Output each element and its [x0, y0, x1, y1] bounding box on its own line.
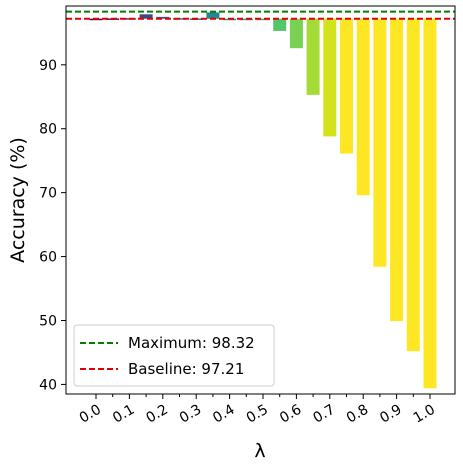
- x-axis-ticks: 0.0 0.1 0.2 0.3 0.4 0.5 0.6 0.7 0.8 0.9 1.0: [77, 394, 438, 427]
- y-tick-label: 50: [39, 313, 57, 329]
- legend-maximum-label: Maximum: 98.32: [128, 334, 255, 352]
- bar: [390, 18, 404, 322]
- y-tick-label: 70: [39, 186, 57, 202]
- bar: [356, 18, 370, 196]
- bar: [306, 18, 320, 95]
- x-tick-label: 0.8: [344, 402, 371, 427]
- bar: [423, 18, 437, 389]
- bar: [406, 18, 420, 352]
- x-tick-label: 0.6: [277, 402, 304, 427]
- x-tick-label: 1.0: [411, 402, 438, 427]
- y-tick-label: 60: [39, 250, 57, 266]
- x-axis-title: λ: [254, 440, 265, 462]
- x-tick-label: 0.5: [244, 402, 271, 427]
- bar: [139, 14, 153, 19]
- bar: [256, 18, 270, 21]
- bars-group: [89, 12, 437, 389]
- bar: [156, 16, 170, 19]
- reference-lines: [66, 10, 455, 20]
- y-axis-ticks: 40 50 60 70 80 90: [39, 58, 66, 393]
- legend: Maximum: 98.32 Baseline: 97.21: [73, 324, 275, 387]
- legend-box: [73, 324, 275, 387]
- x-tick-label: 0.0: [77, 402, 104, 427]
- x-tick-label: 0.1: [110, 402, 137, 427]
- x-tick-label: 0.3: [177, 402, 204, 427]
- bar: [323, 18, 337, 137]
- bar: [373, 18, 387, 267]
- bar: [273, 18, 287, 31]
- x-tick-label: 0.7: [311, 402, 338, 427]
- y-tick-label: 80: [39, 122, 57, 138]
- legend-baseline-label: Baseline: 97.21: [128, 360, 244, 378]
- y-axis-title: Accuracy (%): [7, 137, 29, 263]
- y-tick-label: 40: [39, 377, 57, 393]
- x-tick-label: 0.2: [144, 402, 171, 427]
- x-tick-label: 0.9: [377, 402, 404, 427]
- y-tick-label: 90: [39, 58, 57, 74]
- plot-frame: [65, 5, 456, 395]
- bar: [340, 18, 353, 154]
- bar: [206, 12, 220, 19]
- x-tick-label: 0.4: [210, 402, 237, 427]
- bar: [289, 18, 303, 49]
